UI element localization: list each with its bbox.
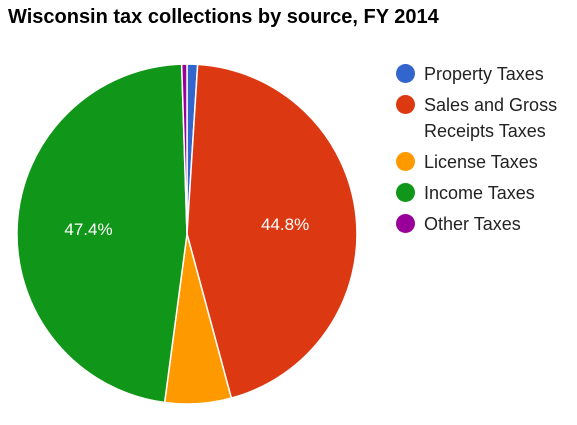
chart-title: Wisconsin tax collections by source, FY … bbox=[8, 6, 439, 28]
legend-marker-other-taxes bbox=[396, 214, 415, 233]
pie-data-labels: 44.8% 47.4% bbox=[64, 215, 309, 239]
legend-marker-license-taxes bbox=[396, 152, 415, 171]
legend-marker-income-taxes bbox=[396, 183, 415, 202]
data-label-income-taxes: 47.4% bbox=[64, 220, 112, 239]
legend-label-property-taxes: Property Taxes bbox=[424, 64, 544, 84]
legend-label-income-taxes: Income Taxes bbox=[424, 183, 535, 203]
legend-label-sales-taxes: Sales and Gross Receipts Taxes bbox=[424, 92, 574, 144]
pie-slice-other-taxes[interactable] bbox=[180, 63, 188, 235]
legend-label-license-taxes: License Taxes bbox=[424, 152, 538, 172]
legend-label-sales-line2: Receipts Taxes bbox=[424, 121, 546, 141]
legend-marker-property-taxes bbox=[396, 64, 415, 83]
legend-label-other-taxes: Other Taxes bbox=[424, 214, 521, 234]
pie-slice-sales-and-gross-receipts-taxes[interactable] bbox=[186, 63, 358, 400]
pie-slice-income-taxes[interactable] bbox=[16, 63, 188, 404]
legend-marker-sales-taxes bbox=[396, 95, 415, 114]
pie-slices bbox=[16, 63, 358, 405]
legend-label-sales-line1: Sales and Gross bbox=[424, 95, 558, 115]
data-label-sales-and-gross-receipts-taxes: 44.8% bbox=[261, 215, 309, 234]
